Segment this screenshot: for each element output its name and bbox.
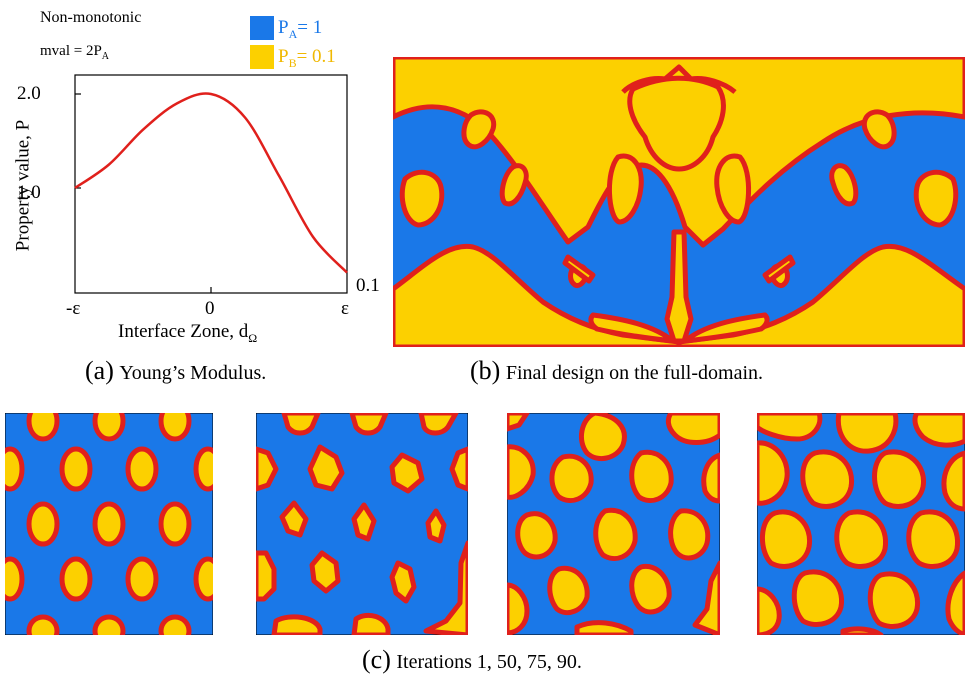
property-curve — [74, 92, 348, 274]
iteration-75-snapshot — [507, 413, 720, 635]
caption-c: (c) Iterations 1, 50, 75, 90. — [362, 645, 582, 674]
plot-frame — [74, 74, 348, 294]
y-tick-1: 1.0 — [17, 182, 41, 203]
legend-swatch-pa — [250, 16, 274, 40]
caption-a: (a) Young’s Modulus. — [85, 356, 267, 385]
x-axis-label: Interface Zone, dΩ — [118, 321, 258, 345]
iteration-90-snapshot — [757, 413, 965, 635]
young-modulus-chart — [74, 74, 348, 294]
legend-label-pa: PA= 1 — [278, 17, 323, 41]
y-tick-2: 2.0 — [17, 83, 41, 104]
iteration-1-snapshot — [5, 413, 213, 635]
legend-swatch-pb — [250, 45, 274, 69]
full-domain-design — [393, 57, 965, 347]
x-tick-eps: ε — [341, 298, 349, 319]
caption-b: (b) Final design on the full-domain. — [470, 356, 764, 385]
iteration-50-snapshot — [256, 413, 468, 635]
plot-annotation-mval: mval = 2PA — [40, 43, 110, 62]
right-value-label: 0.1 — [356, 275, 380, 296]
legend-label-pb: PB= 0.1 — [278, 46, 336, 70]
x-tick-zero: 0 — [205, 298, 215, 319]
plot-annotation-title: Non-monotonic — [40, 9, 142, 26]
x-tick-neg-eps: -ε — [66, 298, 81, 319]
